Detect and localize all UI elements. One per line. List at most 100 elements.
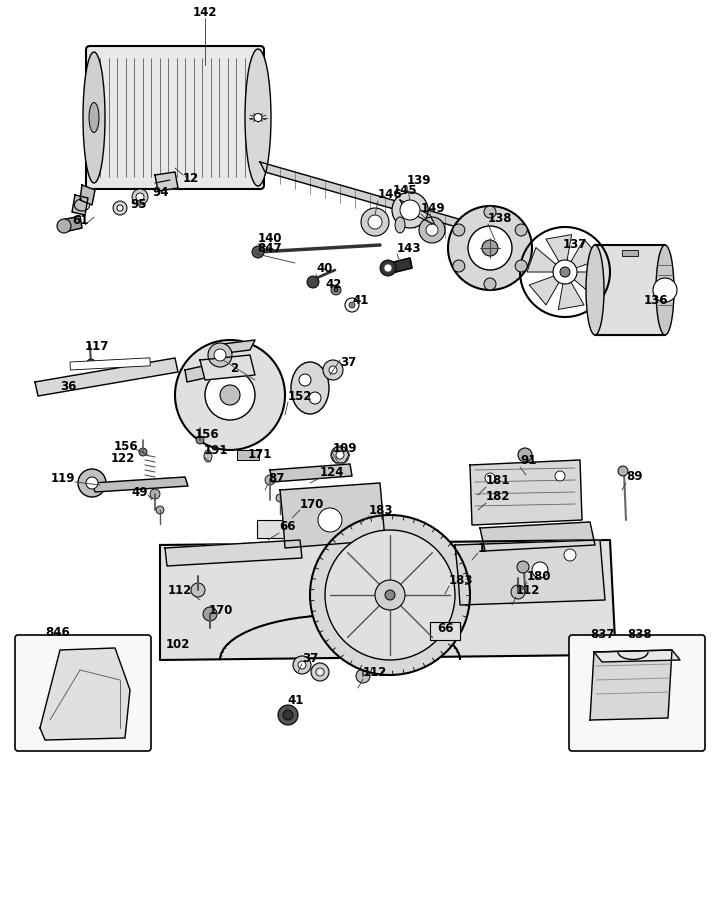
Circle shape	[511, 585, 525, 599]
Text: 138: 138	[488, 211, 513, 225]
Circle shape	[57, 219, 71, 233]
Circle shape	[191, 583, 205, 597]
Text: 182: 182	[486, 491, 511, 503]
Circle shape	[653, 278, 677, 302]
Circle shape	[299, 374, 311, 386]
Ellipse shape	[83, 52, 105, 183]
Text: 140: 140	[258, 232, 282, 244]
Ellipse shape	[395, 217, 405, 233]
Circle shape	[113, 201, 127, 215]
Polygon shape	[160, 540, 615, 660]
Circle shape	[375, 580, 405, 610]
Polygon shape	[400, 200, 435, 225]
Circle shape	[136, 193, 144, 201]
Text: 37: 37	[302, 651, 318, 665]
FancyBboxPatch shape	[15, 635, 151, 751]
Text: 112: 112	[168, 584, 192, 597]
Circle shape	[468, 226, 512, 270]
Circle shape	[419, 217, 445, 243]
Text: 124: 124	[320, 465, 344, 478]
Circle shape	[384, 264, 392, 272]
Circle shape	[298, 661, 306, 669]
Text: 156: 156	[195, 428, 219, 441]
Text: 102: 102	[166, 639, 190, 651]
Polygon shape	[155, 172, 178, 191]
Polygon shape	[565, 239, 601, 272]
Circle shape	[444, 577, 456, 589]
Text: 183: 183	[369, 503, 394, 517]
Polygon shape	[270, 464, 352, 482]
Text: 119: 119	[50, 473, 75, 485]
Polygon shape	[331, 447, 349, 463]
Circle shape	[265, 475, 275, 485]
Ellipse shape	[204, 450, 212, 462]
Text: 112: 112	[516, 584, 541, 597]
Polygon shape	[529, 272, 565, 305]
Circle shape	[360, 511, 370, 521]
Circle shape	[516, 260, 527, 272]
Text: 41: 41	[287, 694, 303, 706]
Polygon shape	[455, 540, 605, 605]
Polygon shape	[590, 650, 672, 720]
Circle shape	[329, 366, 337, 374]
Circle shape	[307, 276, 319, 288]
Circle shape	[318, 508, 342, 532]
Circle shape	[618, 466, 628, 476]
Circle shape	[484, 206, 496, 218]
Text: 143: 143	[397, 242, 422, 254]
Circle shape	[278, 705, 298, 725]
Ellipse shape	[89, 103, 99, 133]
Circle shape	[426, 224, 438, 236]
Circle shape	[400, 200, 420, 220]
Circle shape	[385, 590, 395, 600]
Text: 40: 40	[316, 262, 333, 274]
Ellipse shape	[254, 114, 262, 122]
Polygon shape	[260, 162, 495, 238]
Text: 837: 837	[590, 628, 614, 640]
Circle shape	[283, 710, 293, 720]
Circle shape	[150, 489, 160, 499]
Circle shape	[205, 370, 255, 420]
Text: 61: 61	[72, 214, 88, 226]
Circle shape	[156, 506, 164, 514]
Text: 1: 1	[478, 541, 486, 555]
Text: 12: 12	[183, 171, 199, 185]
Polygon shape	[390, 258, 412, 273]
Text: 146: 146	[378, 189, 403, 201]
FancyBboxPatch shape	[86, 46, 264, 189]
Circle shape	[208, 343, 232, 367]
Text: 66: 66	[279, 520, 295, 533]
Polygon shape	[594, 650, 680, 662]
Circle shape	[349, 302, 355, 308]
Polygon shape	[185, 360, 232, 382]
Text: 112: 112	[363, 667, 387, 679]
Text: 180: 180	[527, 569, 551, 583]
Text: 122: 122	[110, 453, 135, 465]
Text: 109: 109	[333, 441, 358, 455]
Circle shape	[87, 359, 95, 367]
Polygon shape	[62, 216, 82, 232]
Text: 37: 37	[340, 356, 356, 370]
Circle shape	[380, 260, 396, 276]
Bar	[237, 450, 259, 460]
Polygon shape	[595, 245, 665, 335]
Polygon shape	[546, 235, 571, 272]
Text: 183: 183	[449, 574, 473, 586]
Text: 152: 152	[288, 390, 313, 402]
Circle shape	[203, 607, 217, 621]
Text: 91: 91	[520, 455, 536, 467]
Circle shape	[448, 206, 532, 290]
Text: 181: 181	[486, 474, 511, 487]
Polygon shape	[92, 477, 188, 492]
Text: 117: 117	[85, 340, 110, 354]
Circle shape	[356, 669, 370, 683]
Text: 838: 838	[627, 628, 652, 640]
Text: 89: 89	[626, 471, 642, 483]
Text: 87: 87	[268, 472, 285, 484]
FancyBboxPatch shape	[569, 635, 705, 751]
Text: 49: 49	[131, 485, 148, 499]
Circle shape	[310, 515, 470, 675]
Circle shape	[78, 469, 106, 497]
Text: 170: 170	[300, 498, 324, 511]
Circle shape	[564, 549, 576, 561]
